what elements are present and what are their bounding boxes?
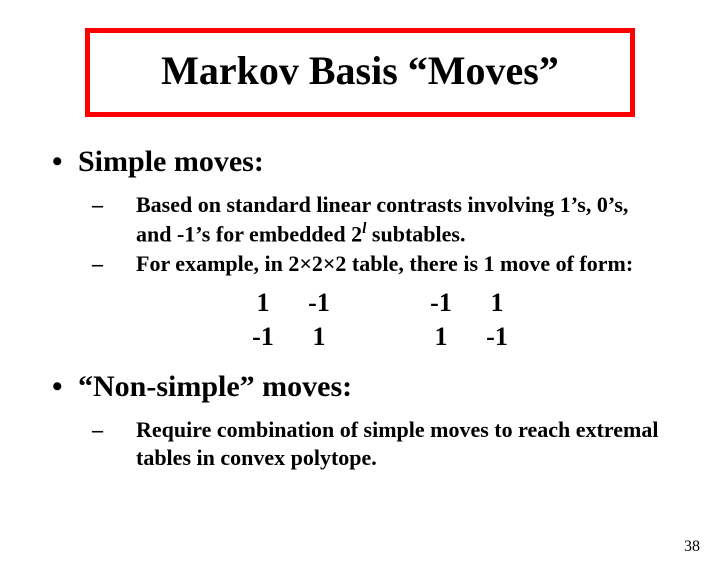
bullet-icon: • [52, 368, 78, 406]
section-2-item-1: –Require combination of simple moves to … [114, 416, 668, 472]
slide-content: •Simple moves: –Based on standard linear… [0, 143, 720, 472]
matrix-right-r2c1: 1 [420, 320, 462, 354]
dash-icon: – [114, 416, 136, 444]
slide-title: Markov Basis “Moves” [100, 47, 620, 94]
section-2: •“Non-simple” moves: –Require combinatio… [52, 368, 668, 472]
matrix-left: 1 -1 -1 1 [242, 286, 340, 354]
dash-icon: – [114, 250, 136, 278]
matrix-left-r1c1: 1 [242, 286, 284, 320]
section-1-heading: •Simple moves: [52, 143, 668, 181]
section-1-item-2: –For example, in 2×2×2 table, there is 1… [114, 250, 668, 278]
section-1-list: –Based on standard linear contrasts invo… [52, 191, 668, 279]
dash-icon: – [114, 191, 136, 219]
page-number: 38 [684, 538, 700, 556]
section-1-item-1: –Based on standard linear contrasts invo… [114, 191, 668, 249]
matrix-right-r1c1: -1 [420, 286, 462, 320]
section-1-heading-text: Simple moves: [78, 145, 264, 178]
matrices-row: 1 -1 -1 1 -1 1 1 -1 [52, 286, 668, 354]
matrix-right: -1 1 1 -1 [420, 286, 518, 354]
title-box: Markov Basis “Moves” [85, 28, 635, 117]
section-2-heading: •“Non-simple” moves: [52, 368, 668, 406]
matrix-right-r2c2: -1 [476, 320, 518, 354]
section-2-list: –Require combination of simple moves to … [52, 416, 668, 472]
matrix-left-r2c1: -1 [242, 320, 284, 354]
bullet-icon: • [52, 143, 78, 181]
section-2-item-1-text: Require combination of simple moves to r… [136, 417, 658, 470]
matrix-right-r1c2: 1 [476, 286, 518, 320]
section-2-heading-text: “Non-simple” moves: [78, 370, 352, 403]
section-1-item-1-text-b: subtables. [366, 221, 465, 246]
matrix-left-r1c2: -1 [298, 286, 340, 320]
matrix-left-r2c2: 1 [298, 320, 340, 354]
section-1-item-2-text: For example, in 2×2×2 table, there is 1 … [136, 251, 633, 276]
